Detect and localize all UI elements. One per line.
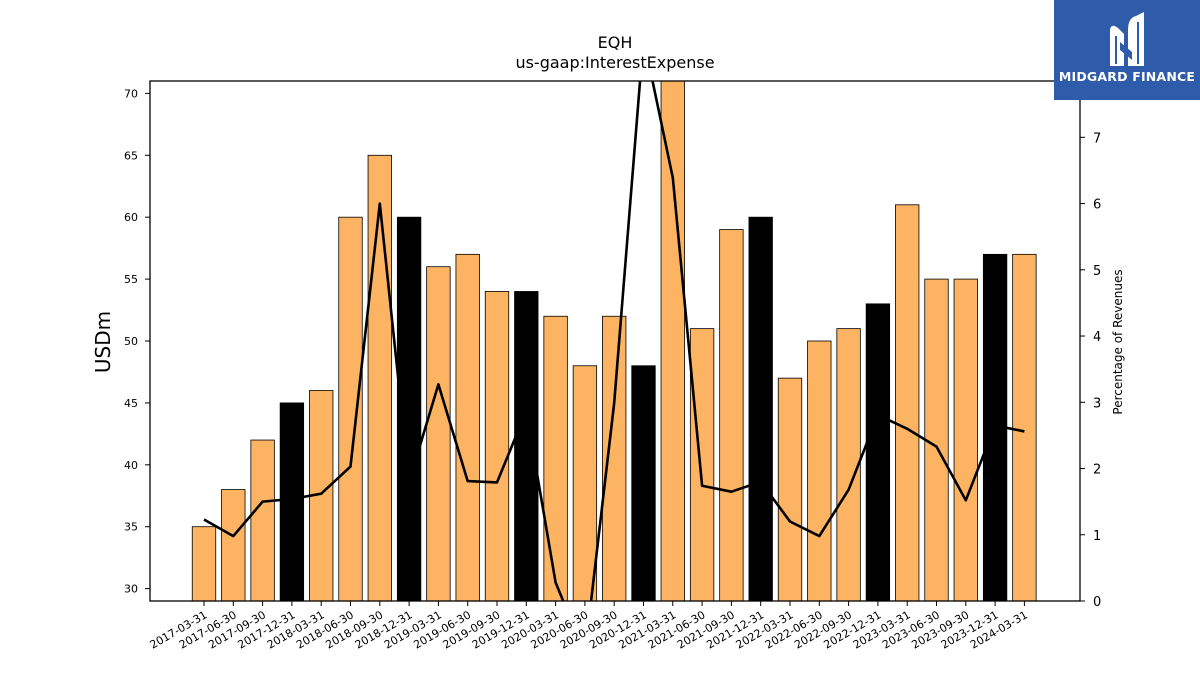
y2-tick-label: 7 <box>1093 131 1101 146</box>
logo-text: MIDGARD FINANCE <box>1058 69 1196 84</box>
bar-2021-06-30 <box>689 328 715 601</box>
y-tick-label: 65 <box>124 149 138 162</box>
bar-2021-09-30 <box>719 229 744 601</box>
y2-tick-label: 1 <box>1093 529 1101 544</box>
bar-2022-03-31 <box>777 377 803 601</box>
bar-2019-03-31 <box>426 266 451 601</box>
brand-logo: MIDGARD FINANCE <box>1054 0 1200 100</box>
percentage-line <box>203 81 1025 601</box>
bar-2019-09-30 <box>484 291 510 601</box>
y2-tick-label: 5 <box>1093 264 1101 279</box>
y-tick-label: 35 <box>124 521 138 534</box>
y2-tick-label: 4 <box>1093 330 1101 345</box>
y-tick-label: 60 <box>124 211 138 224</box>
bar-2020-09-30 <box>602 315 627 601</box>
y-tick-label: 45 <box>124 397 138 410</box>
bar-2019-06-30 <box>455 253 480 601</box>
bar-2024-03-31 <box>1012 253 1037 601</box>
chart-subtitle: us-gaap:InterestExpense <box>515 53 714 72</box>
bar-2019-12-31 <box>514 291 539 601</box>
y2-tick-label: 3 <box>1093 396 1101 411</box>
y2-tick-label: 2 <box>1093 463 1101 478</box>
bar-2017-09-30 <box>250 439 275 601</box>
bar-2021-03-31 <box>660 81 685 601</box>
y-tick-label: 30 <box>124 583 138 596</box>
bar-2020-12-31 <box>631 365 656 601</box>
y-tick-label: 55 <box>124 273 138 286</box>
midgard-logo-icon <box>1110 12 1144 66</box>
bar-2022-12-31 <box>865 303 891 601</box>
bar-2023-06-30 <box>924 278 949 601</box>
bar-2022-09-30 <box>836 328 861 601</box>
bar-2020-06-30 <box>572 365 598 601</box>
y-axis-label: USDm <box>91 311 115 373</box>
y2-tick-label: 0 <box>1093 595 1101 610</box>
bar-2022-06-30 <box>807 340 832 601</box>
y-tick-label: 70 <box>124 87 138 100</box>
bar-2017-06-30 <box>221 489 246 601</box>
y2-axis-label: Percentage of Revenues <box>1111 269 1125 414</box>
y2-tick-label: 6 <box>1093 198 1101 213</box>
y-tick-label: 40 <box>124 459 138 472</box>
bar-2021-12-31 <box>748 216 773 601</box>
bar-2020-03-31 <box>543 315 568 601</box>
bar-2023-09-30 <box>953 278 978 601</box>
bar-2023-03-31 <box>895 204 920 601</box>
y-tick-label: 50 <box>124 335 138 348</box>
bar-2017-03-31 <box>191 526 217 601</box>
chart-title: EQH <box>598 33 633 52</box>
bar-2018-09-30 <box>367 154 392 601</box>
bar-2017-12-31 <box>279 402 305 601</box>
bar-2018-06-30 <box>338 216 363 601</box>
